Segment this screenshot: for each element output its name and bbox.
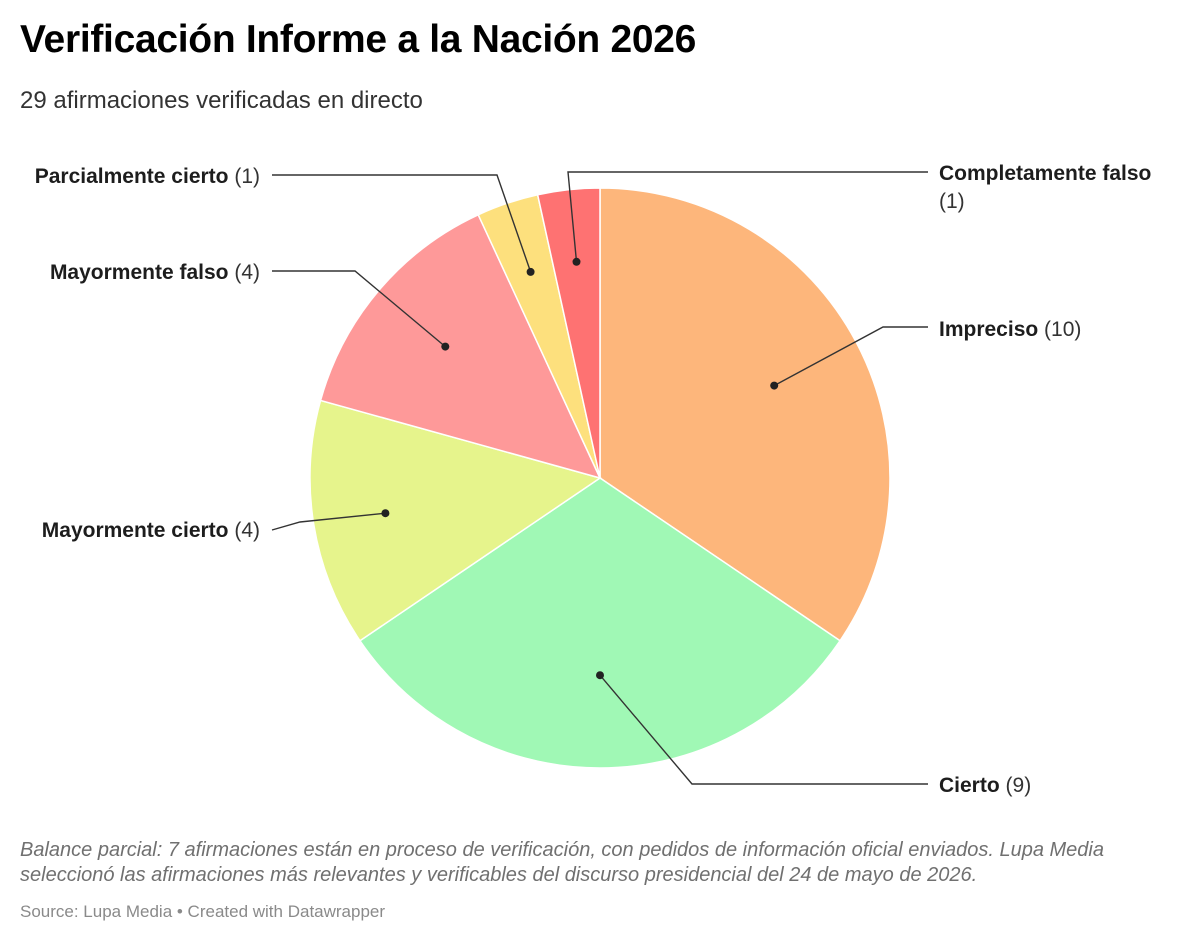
slice-label-count: (4)	[229, 519, 261, 542]
slice-labels: Impreciso (10) Cierto (9) Mayormente ciert…	[35, 162, 1152, 797]
pie-slices	[309, 187, 891, 769]
slice-label-cierto: Cierto (9)	[939, 774, 1031, 797]
leader-line-mayormente-cierto	[271, 512, 386, 531]
slice-label-count: (4)	[229, 261, 261, 284]
leader-line-completamente-falso	[567, 171, 928, 262]
leader-dot-cierto	[596, 671, 604, 680]
leader-line-parcialmente-cierto	[272, 174, 532, 273]
leader-line-impreciso	[773, 326, 928, 387]
slice-label-parcialmente-cierto: Parcialmente cierto (1)	[35, 165, 260, 188]
slice-label-name: Mayormente cierto	[42, 519, 229, 542]
label-leader-lines	[271, 171, 928, 785]
pie-slice-completamente-falso	[536, 187, 601, 479]
slice-label-count: (1)	[229, 165, 261, 188]
chart-notes: Balance parcial: 7 afirmaciones están en…	[20, 839, 1104, 886]
slice-label-mayormente-falso: Mayormente falso (4)	[50, 261, 260, 284]
pie-slice-cierto	[358, 477, 842, 769]
slice-label-impreciso: Impreciso (10)	[939, 318, 1081, 341]
leader-line-mayormente-falso	[272, 270, 446, 348]
chart-subtitle: 29 afirmaciones verificadas en directo	[20, 87, 423, 114]
slice-label-name: Impreciso	[939, 318, 1038, 341]
leader-dot-impreciso	[770, 381, 779, 390]
pie-slice-mayormente-cierto	[309, 399, 602, 642]
leader-dot-completamente-falso	[572, 257, 581, 266]
chart-source: Source: Lupa Media • Created with Datawr…	[20, 902, 386, 921]
slice-label-name: Completamente falso	[939, 162, 1151, 185]
slice-label-count: (9)	[1000, 774, 1032, 797]
slice-label-name: Parcialmente cierto	[35, 165, 229, 188]
chart-title: Verificación Informe a la Nación 2026	[20, 18, 697, 61]
slice-label-count: (1)	[939, 190, 965, 213]
slice-label-count: (10)	[1038, 318, 1081, 341]
slice-label-completamente-falso: Completamente falso (1)	[939, 162, 1151, 213]
leader-dot-parcialmente-cierto	[526, 267, 535, 276]
leader-line-cierto	[599, 674, 928, 785]
leader-dot-mayormente-falso	[441, 342, 450, 351]
leader-dot-mayormente-cierto	[381, 509, 390, 518]
slice-label-name: Mayormente falso	[50, 261, 229, 284]
slice-label-name: Cierto	[939, 774, 1000, 797]
slice-label-mayormente-cierto: Mayormente cierto (4)	[42, 519, 260, 542]
